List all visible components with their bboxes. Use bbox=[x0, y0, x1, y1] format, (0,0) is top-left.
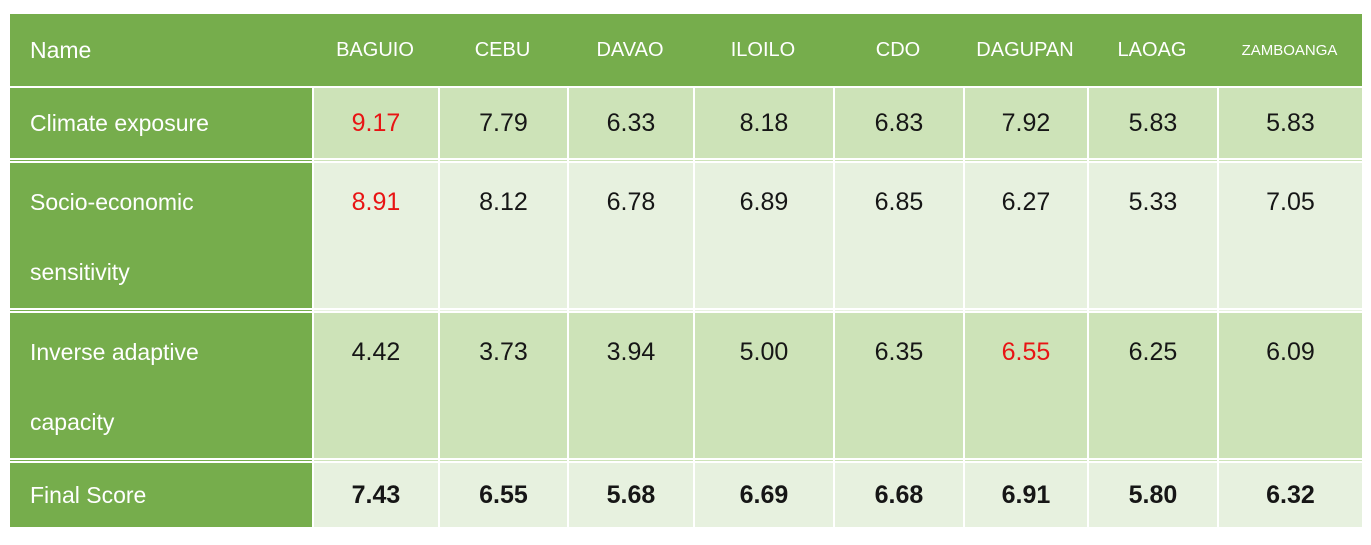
cell-value: 6.27 bbox=[963, 163, 1087, 308]
cell-value: 3.94 bbox=[567, 313, 693, 458]
row-separator bbox=[10, 458, 1362, 463]
cell-value: 6.83 bbox=[833, 88, 963, 158]
column-header-davao: DAVAO bbox=[567, 14, 693, 88]
cell-value: 6.85 bbox=[833, 163, 963, 308]
row-separator-cell bbox=[438, 158, 567, 163]
row-separator-cell bbox=[312, 308, 438, 313]
row-separator-cell bbox=[833, 458, 963, 463]
row-label: Final Score bbox=[10, 463, 312, 527]
cell-value: 5.80 bbox=[1087, 463, 1217, 527]
header-row: Name BAGUIO CEBU DAVAO ILOILO CDO DAGUPA… bbox=[10, 14, 1362, 88]
cell-value: 5.83 bbox=[1217, 88, 1362, 158]
cell-value: 6.55 bbox=[963, 313, 1087, 458]
column-header-iloilo: ILOILO bbox=[693, 14, 833, 88]
cell-value: 3.73 bbox=[438, 313, 567, 458]
cell-value: 7.43 bbox=[312, 463, 438, 527]
table-row-climate-exposure: Climate exposure 9.17 7.79 6.33 8.18 6.8… bbox=[10, 88, 1362, 158]
cell-value: 5.68 bbox=[567, 463, 693, 527]
row-separator-cell bbox=[567, 308, 693, 313]
cell-value: 5.00 bbox=[693, 313, 833, 458]
cell-value: 6.78 bbox=[567, 163, 693, 308]
cell-value: 5.33 bbox=[1087, 163, 1217, 308]
row-separator-cell bbox=[10, 308, 312, 313]
row-separator-cell bbox=[833, 158, 963, 163]
row-separator bbox=[10, 308, 1362, 313]
row-separator-cell bbox=[438, 308, 567, 313]
column-header-dagupan: DAGUPAN bbox=[963, 14, 1087, 88]
city-scores-table: Name BAGUIO CEBU DAVAO ILOILO CDO DAGUPA… bbox=[10, 14, 1362, 527]
row-separator-cell bbox=[1217, 458, 1362, 463]
row-separator-cell bbox=[833, 308, 963, 313]
cell-value: 6.89 bbox=[693, 163, 833, 308]
row-separator-cell bbox=[1217, 308, 1362, 313]
row-separator-cell bbox=[963, 458, 1087, 463]
cell-value: 6.35 bbox=[833, 313, 963, 458]
cell-value: 6.25 bbox=[1087, 313, 1217, 458]
cell-value: 6.32 bbox=[1217, 463, 1362, 527]
table-row-inverse-adaptive-capacity: Inverse adaptive capacity 4.42 3.73 3.94… bbox=[10, 313, 1362, 458]
cell-value: 7.79 bbox=[438, 88, 567, 158]
row-separator-cell bbox=[1087, 458, 1217, 463]
column-header-zamboanga: ZAMBOANGA bbox=[1217, 14, 1362, 88]
cell-value: 6.69 bbox=[693, 463, 833, 527]
cell-value: 8.18 bbox=[693, 88, 833, 158]
column-header-laoag: LAOAG bbox=[1087, 14, 1217, 88]
table-row-final-score: Final Score 7.43 6.55 5.68 6.69 6.68 6.9… bbox=[10, 463, 1362, 527]
cell-value: 6.68 bbox=[833, 463, 963, 527]
cell-value: 5.83 bbox=[1087, 88, 1217, 158]
corner-header-name: Name bbox=[10, 14, 312, 88]
cell-value: 8.12 bbox=[438, 163, 567, 308]
row-separator-cell bbox=[693, 158, 833, 163]
column-header-cebu: CEBU bbox=[438, 14, 567, 88]
cell-value: 7.92 bbox=[963, 88, 1087, 158]
row-separator-cell bbox=[10, 158, 312, 163]
row-separator-cell bbox=[693, 458, 833, 463]
cell-value: 9.17 bbox=[312, 88, 438, 158]
cell-value: 6.09 bbox=[1217, 313, 1362, 458]
row-label: Climate exposure bbox=[10, 88, 312, 158]
cell-value: 6.91 bbox=[963, 463, 1087, 527]
row-separator-cell bbox=[1217, 158, 1362, 163]
slide-area: Name BAGUIO CEBU DAVAO ILOILO CDO DAGUPA… bbox=[10, 14, 1362, 527]
row-separator-cell bbox=[963, 308, 1087, 313]
row-separator-cell bbox=[10, 458, 312, 463]
row-separator-cell bbox=[963, 158, 1087, 163]
row-label: Socio-economic sensitivity bbox=[10, 163, 312, 308]
row-label: Inverse adaptive capacity bbox=[10, 313, 312, 458]
column-header-baguio: BAGUIO bbox=[312, 14, 438, 88]
cell-value: 7.05 bbox=[1217, 163, 1362, 308]
row-separator-cell bbox=[1087, 158, 1217, 163]
row-separator-cell bbox=[693, 308, 833, 313]
cell-value: 6.33 bbox=[567, 88, 693, 158]
row-separator-cell bbox=[1087, 308, 1217, 313]
column-header-cdo: CDO bbox=[833, 14, 963, 88]
cell-value: 8.91 bbox=[312, 163, 438, 308]
cell-value: 6.55 bbox=[438, 463, 567, 527]
table-row-socio-economic-sensitivity: Socio-economic sensitivity 8.91 8.12 6.7… bbox=[10, 163, 1362, 308]
row-separator bbox=[10, 158, 1362, 163]
row-separator-cell bbox=[567, 158, 693, 163]
row-separator-cell bbox=[312, 458, 438, 463]
cell-value: 4.42 bbox=[312, 313, 438, 458]
row-separator-cell bbox=[312, 158, 438, 163]
row-separator-cell bbox=[567, 458, 693, 463]
row-separator-cell bbox=[438, 458, 567, 463]
